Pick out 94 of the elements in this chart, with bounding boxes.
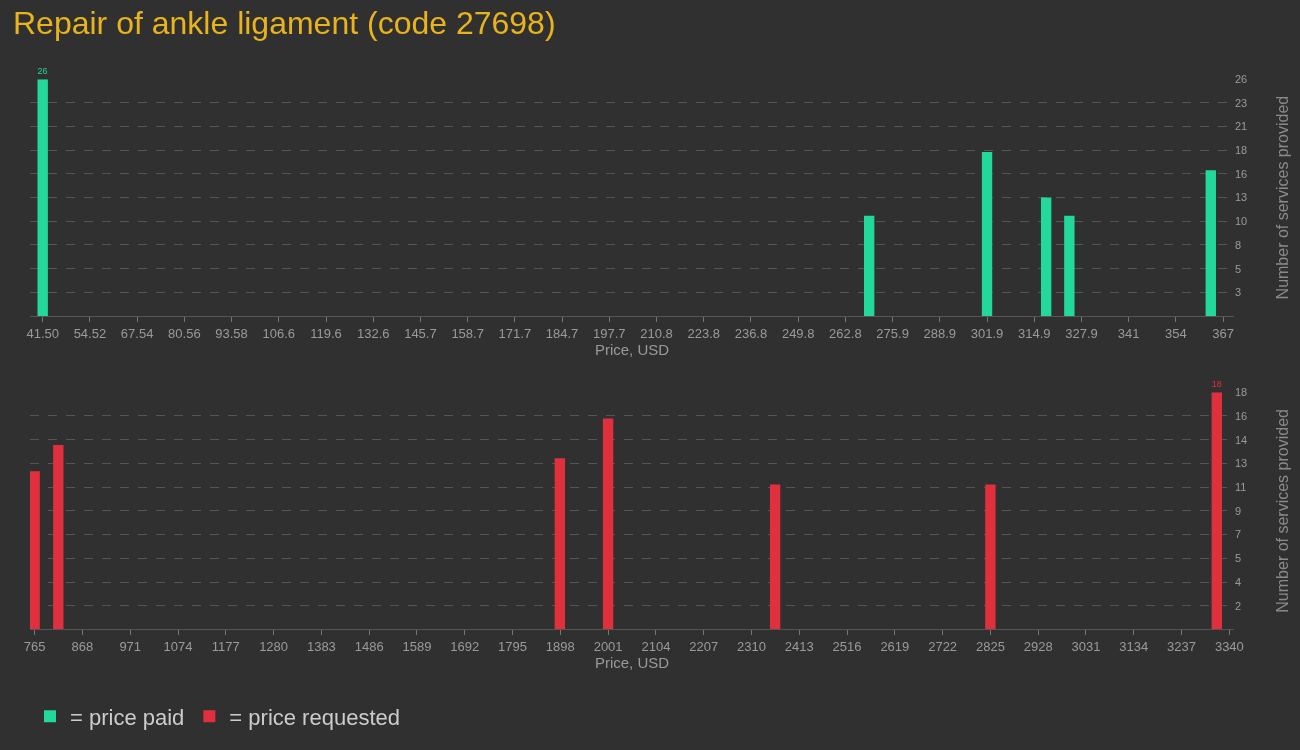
x-tick-label: 132.6	[356, 325, 390, 341]
x-tick-label: 1177	[211, 639, 240, 655]
x-tick-label: 2825	[975, 639, 1005, 655]
x-tick-label: 158.7	[451, 325, 484, 341]
y-tick-label: 9	[1235, 504, 1242, 517]
x-tick-label: 1898	[545, 639, 575, 655]
x-tick-label: 67.54	[120, 325, 154, 341]
y-tick-label: 8	[1235, 238, 1242, 251]
data-label: 18	[1211, 379, 1222, 390]
x-tick-label: 275.9	[876, 325, 909, 341]
x-tick-label: 262.8	[829, 325, 862, 341]
x-tick-label: 54.52	[73, 325, 107, 341]
x-tick-label: 249.8	[781, 325, 815, 341]
data-label: 26	[37, 66, 48, 77]
legend-label: = price requested	[229, 704, 400, 730]
legend-label: = price paid	[70, 704, 185, 730]
y-tick-label: 23	[1235, 96, 1248, 109]
x-tick-label: 2413	[784, 639, 814, 655]
x-tick-label: 1486	[354, 639, 384, 655]
x-tick-label: 868	[71, 639, 94, 655]
x-tick-label: 1074	[163, 639, 193, 655]
x-tick-label: 2516	[832, 639, 862, 655]
y-tick-label: 4	[1235, 575, 1242, 588]
x-tick-label: 80.56	[168, 325, 201, 341]
y-tick-label: 18	[1235, 386, 1248, 399]
x-tick-label: 171.7	[498, 325, 532, 341]
x-tick-label: 93.58	[215, 325, 248, 341]
x-tick-label: 367	[1212, 325, 1234, 341]
bar	[1064, 215, 1075, 317]
x-tick-label: 1692	[450, 639, 480, 655]
bar	[37, 79, 48, 317]
bar	[1040, 197, 1052, 317]
x-tick-label: 3031	[1071, 639, 1101, 655]
x-tick-label: 341	[1117, 325, 1140, 341]
x-tick-label: 2310	[737, 639, 766, 655]
chart-title: Repair of ankle ligament (code 27698)	[13, 4, 556, 41]
bar	[602, 418, 614, 630]
y-tick-label: 11	[1235, 480, 1247, 493]
x-tick-label: 3237	[1167, 639, 1197, 655]
x-tick-label: 354	[1165, 325, 1187, 341]
x-tick-label: 3340	[1214, 639, 1244, 655]
bar	[30, 471, 40, 630]
x-tick-label: 301.9	[970, 325, 1004, 341]
x-tick-label: 314.9	[1017, 325, 1051, 341]
x-tick-label: 236.8	[734, 325, 768, 341]
y-tick-label: 7	[1235, 528, 1242, 541]
x-axis-title: Price, USD	[594, 340, 670, 358]
bar	[1205, 170, 1216, 317]
bar	[53, 444, 64, 630]
x-tick-label: 2207	[689, 639, 719, 655]
y-axis-title: Number of services provided	[1273, 95, 1291, 300]
y-axis-title: Number of services provided	[1273, 409, 1291, 613]
x-tick-label: 1383	[306, 639, 336, 655]
y-tick-label: 16	[1235, 167, 1248, 180]
y-tick-label: 18	[1235, 144, 1248, 157]
x-tick-label: 2104	[641, 639, 671, 655]
x-tick-label: 1280	[259, 639, 289, 655]
y-tick-label: 21	[1235, 120, 1248, 133]
x-tick-label: 106.6	[262, 325, 296, 341]
x-tick-label: 2619	[880, 639, 910, 655]
x-tick-label: 223.8	[687, 325, 720, 341]
x-tick-label: 2001	[593, 639, 623, 655]
y-tick-label: 26	[1235, 72, 1248, 85]
y-tick-label: 13	[1235, 457, 1248, 470]
bar	[981, 152, 993, 317]
x-tick-label: 971	[119, 639, 142, 655]
x-tick-label: 145.7	[404, 325, 437, 341]
x-tick-label: 1795	[498, 639, 527, 655]
bar	[1211, 392, 1223, 630]
x-tick-label: 288.9	[923, 325, 957, 341]
bar	[985, 484, 996, 630]
x-tick-label: 2928	[1023, 639, 1053, 655]
y-tick-label: 13	[1235, 191, 1248, 204]
bar	[863, 215, 875, 317]
y-tick-label: 5	[1235, 552, 1242, 565]
y-tick-label: 3	[1235, 286, 1242, 299]
x-tick-label: 2722	[928, 639, 958, 655]
y-tick-label: 16	[1235, 409, 1248, 422]
x-tick-label: 197.7	[593, 325, 626, 341]
y-tick-label: 5	[1235, 262, 1242, 275]
bar	[554, 458, 566, 630]
x-tick-label: 184.7	[545, 325, 579, 341]
x-axis-title: Price, USD	[594, 654, 670, 672]
y-tick-label: 14	[1235, 433, 1248, 446]
x-tick-label: 119.6	[310, 325, 342, 341]
x-tick-label: 210.8	[640, 325, 673, 341]
x-tick-label: 3134	[1119, 639, 1149, 655]
x-tick-label: 1589	[402, 639, 432, 655]
y-tick-label: 2	[1235, 599, 1242, 612]
x-tick-label: 327.9	[1065, 325, 1098, 341]
bar	[769, 484, 781, 630]
y-tick-label: 10	[1235, 215, 1248, 228]
x-tick-label: 765	[23, 639, 46, 655]
x-tick-label: 41.50	[26, 325, 59, 341]
